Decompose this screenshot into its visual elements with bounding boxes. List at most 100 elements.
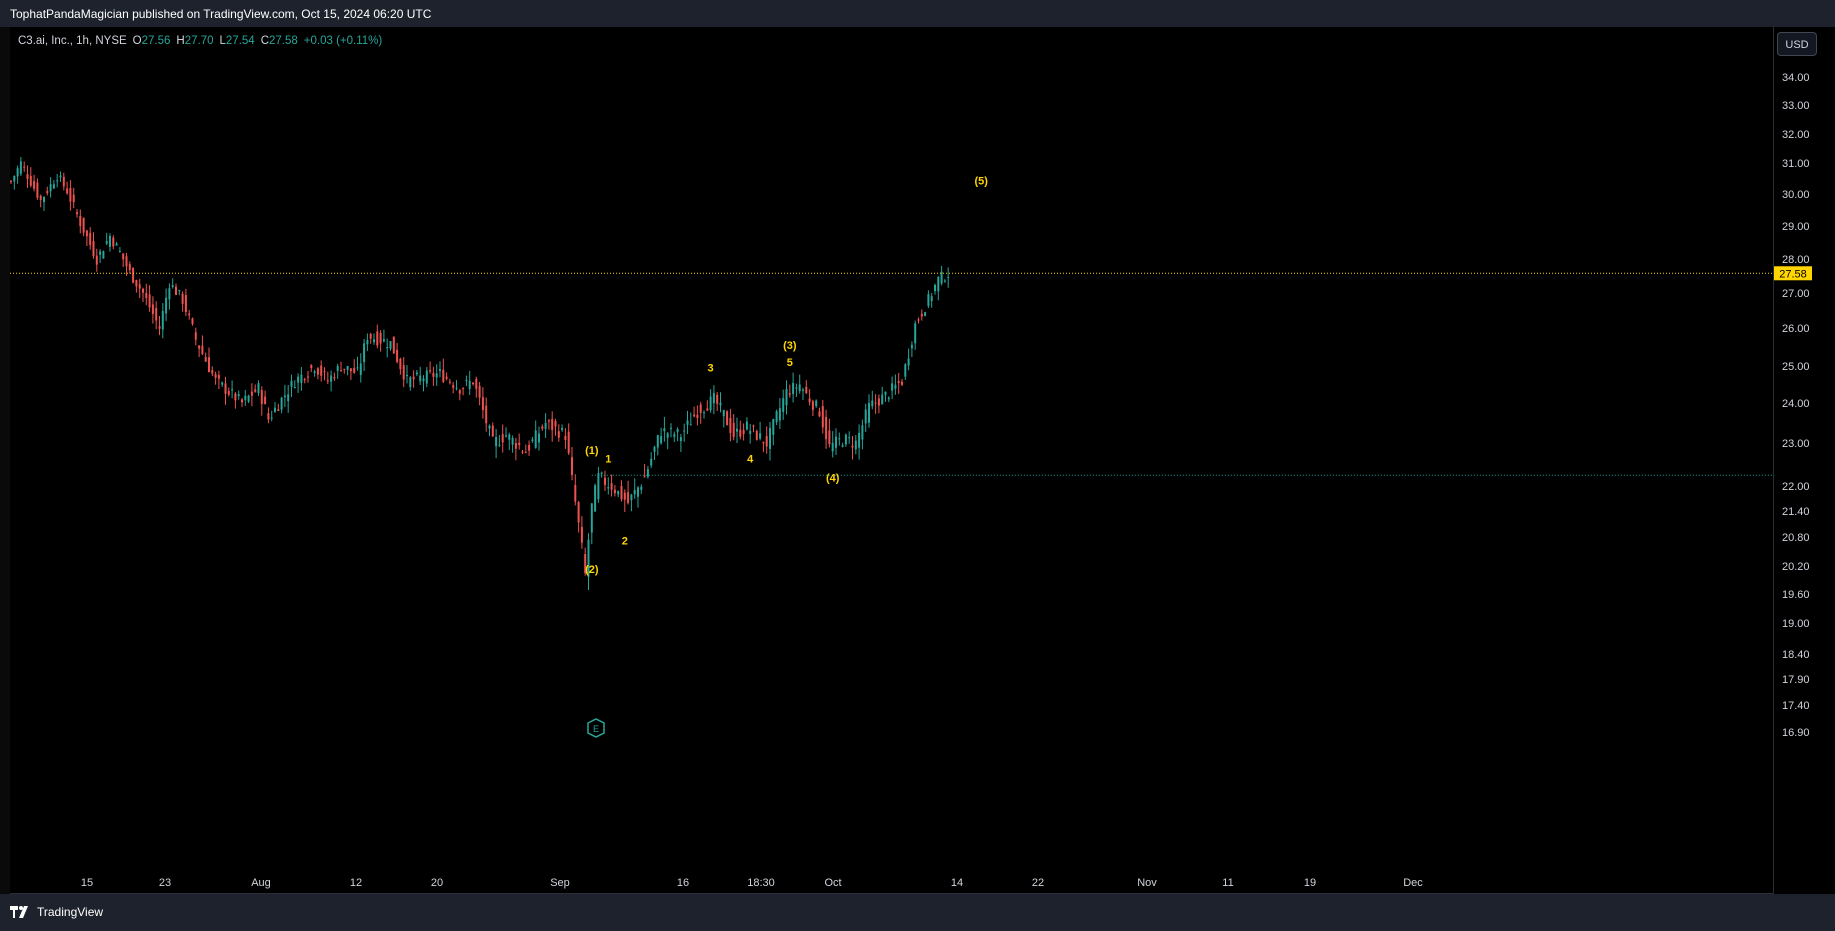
candle-body xyxy=(613,489,616,494)
candle-body xyxy=(920,313,923,317)
candle-body xyxy=(792,382,795,394)
time-tick-label: 20 xyxy=(431,877,443,889)
candle-body xyxy=(871,400,874,407)
high-label: H xyxy=(176,35,185,47)
candle-body xyxy=(825,416,828,440)
time-tick-label: 12 xyxy=(350,877,362,889)
candle-body xyxy=(353,367,356,373)
candle-body xyxy=(227,391,230,395)
candle-body xyxy=(178,290,181,292)
price-tick-label: 29.00 xyxy=(1782,221,1810,233)
wave-label[interactable]: 5 xyxy=(787,357,793,369)
candle-body xyxy=(214,374,217,378)
candle-body xyxy=(155,307,158,321)
candle-body xyxy=(841,445,844,447)
candle-body xyxy=(445,376,448,379)
candle-body xyxy=(29,176,32,186)
wave-label[interactable]: (3) xyxy=(783,340,797,352)
candle-body xyxy=(640,486,643,490)
price-axis[interactable]: 34.00 33.00 32.00 31.00 30.00 29.00 28.00 27.00… xyxy=(1774,27,1835,894)
tradingview-logo[interactable]: TradingView xyxy=(10,905,103,919)
wave-label[interactable]: 2 xyxy=(622,535,628,547)
price-tick-label: 21.40 xyxy=(1782,506,1810,518)
currency-button[interactable]: USD xyxy=(1777,32,1817,56)
candle-body xyxy=(188,313,191,316)
candle-body xyxy=(485,405,488,424)
candle-body xyxy=(19,161,22,174)
candle-body xyxy=(396,349,399,363)
candle-body xyxy=(254,389,257,392)
candle-body xyxy=(693,414,696,417)
wave-label[interactable]: 1 xyxy=(605,453,611,465)
candle-body xyxy=(171,285,174,287)
candle-body xyxy=(402,365,405,380)
candle-body xyxy=(237,394,240,397)
candle-body xyxy=(458,390,461,394)
candle-body xyxy=(940,271,943,284)
candle-body xyxy=(287,394,290,402)
candle-body xyxy=(604,477,606,485)
chart-pane[interactable]: (1) 1 (2) 2 3 4 (3) 5 (4) (5) E xyxy=(10,27,1774,894)
candle-body xyxy=(462,388,465,390)
price-tick-label: 18.40 xyxy=(1782,649,1810,661)
svg-text:27.58: 27.58 xyxy=(1779,268,1807,280)
candle-body xyxy=(772,418,775,435)
candle-body xyxy=(320,365,323,376)
candle-body xyxy=(158,326,161,329)
publisher-line: TophatPandaMagician published on Trading… xyxy=(10,7,432,21)
candle-body xyxy=(646,469,649,477)
candle-body xyxy=(194,332,197,340)
candle-body xyxy=(943,280,946,282)
candle-body xyxy=(534,430,537,448)
candle-body xyxy=(109,235,111,247)
candle-body xyxy=(399,358,402,370)
candle-body xyxy=(854,440,857,450)
candle-body xyxy=(719,402,722,406)
candle-body xyxy=(452,385,455,388)
wave-label[interactable]: 4 xyxy=(747,453,754,465)
candle-body xyxy=(802,389,804,391)
tradingview-brand-text: TradingView xyxy=(37,905,104,919)
candle-body xyxy=(689,424,692,426)
candle-body xyxy=(432,372,435,377)
candle-body xyxy=(472,382,474,385)
wave-label[interactable]: (1) xyxy=(585,445,599,457)
last-price-badge: 27.58 xyxy=(1774,266,1812,281)
candle-body xyxy=(72,194,75,203)
candle-body xyxy=(521,451,524,453)
candle-body xyxy=(564,435,567,441)
price-tick-label: 30.00 xyxy=(1782,189,1810,201)
open-label: O xyxy=(132,35,142,47)
candle-body xyxy=(891,383,894,391)
candle-body xyxy=(33,181,36,189)
candle-body xyxy=(250,391,253,396)
candle-body xyxy=(561,427,564,431)
price-tick-label: 17.90 xyxy=(1782,674,1810,686)
wave-label[interactable]: 3 xyxy=(708,363,714,375)
candle-body xyxy=(637,487,639,497)
candle-body xyxy=(448,381,451,383)
time-tick-label: Oct xyxy=(824,877,841,889)
candle-body xyxy=(752,425,755,427)
candle-body xyxy=(300,374,303,383)
candle-body xyxy=(864,409,867,424)
price-tick-label: 23.00 xyxy=(1782,438,1810,450)
earnings-marker[interactable]: E xyxy=(587,718,605,738)
candle-body xyxy=(59,175,62,178)
candle-body xyxy=(161,310,164,330)
candle-body xyxy=(373,339,375,343)
candle-body xyxy=(481,397,484,410)
publish-header: TophatPandaMagician published on Trading… xyxy=(0,0,1835,27)
candle-body xyxy=(505,435,507,437)
wave-label[interactable]: (2) xyxy=(585,564,599,576)
time-axis[interactable]: 15 23 Aug 12 20 Sep 16 18:30 Oct 14 22 Nov 11 19 Dec xyxy=(10,870,1774,894)
wave-label[interactable]: (4) xyxy=(826,473,840,485)
candle-body xyxy=(386,346,389,348)
price-tick-label: 31.00 xyxy=(1782,158,1810,170)
price-tick-label: 27.00 xyxy=(1782,288,1810,300)
candle-body xyxy=(435,373,438,378)
price-chart[interactable]: (1) 1 (2) 2 3 4 (3) 5 (4) (5) E xyxy=(10,27,1774,870)
wave-label[interactable]: (5) xyxy=(974,176,988,188)
candle-body xyxy=(409,377,412,388)
candle-body xyxy=(706,408,709,411)
